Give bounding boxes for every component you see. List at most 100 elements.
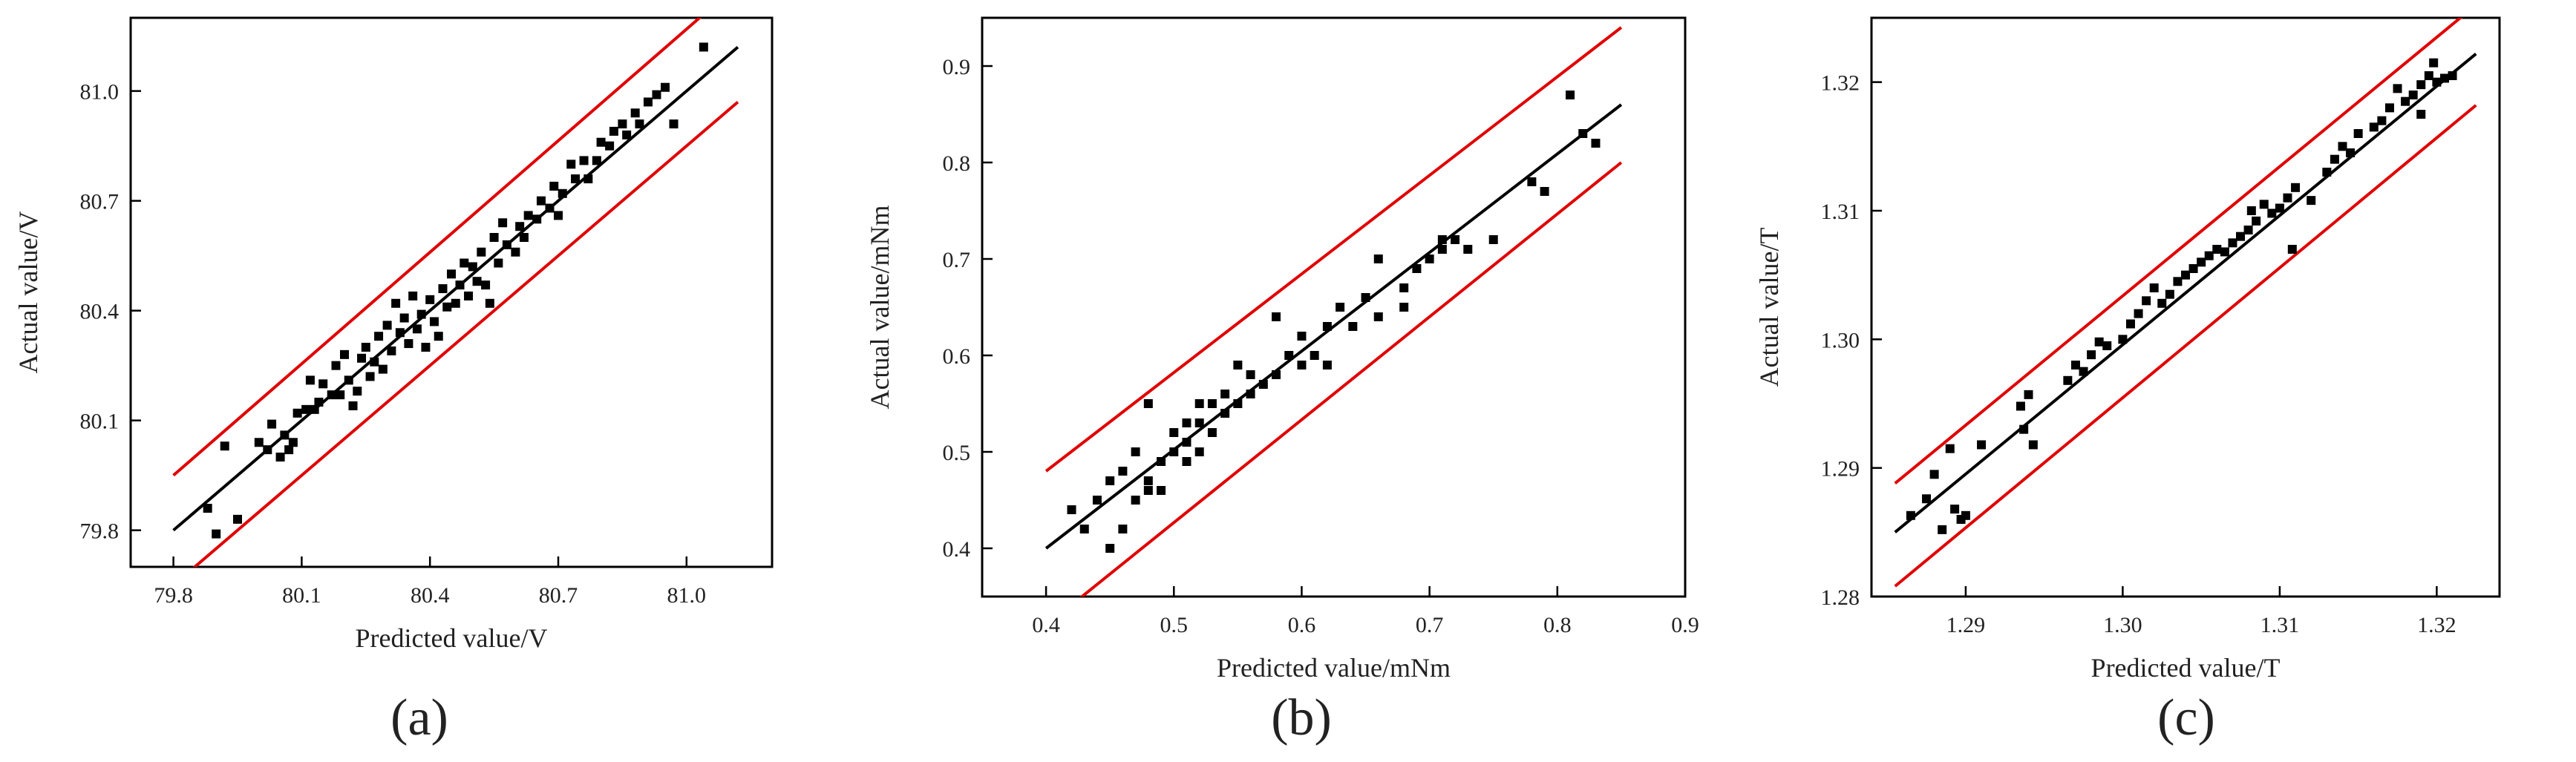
data-point	[549, 181, 559, 191]
data-point	[2134, 309, 2143, 318]
data-point	[212, 529, 221, 539]
data-point	[618, 119, 627, 129]
fit-line	[1894, 52, 2477, 533]
data-point	[630, 108, 640, 118]
data-point	[1169, 428, 1179, 437]
data-point	[622, 130, 632, 139]
data-point	[596, 137, 606, 147]
data-point	[1233, 361, 1243, 369]
x-tick-label: 0.6	[1288, 613, 1316, 637]
y-tick-label: 1.28	[1821, 585, 1860, 610]
y-axis-title: Actual value/mNm	[865, 206, 895, 410]
data-point	[489, 233, 499, 242]
data-point	[280, 430, 290, 440]
data-point	[699, 42, 708, 52]
data-point	[391, 298, 401, 308]
data-point	[1105, 476, 1115, 485]
data-point	[2228, 238, 2237, 248]
data-point	[1284, 351, 1294, 360]
y-tick-label: 1.32	[1821, 71, 1860, 96]
data-point	[263, 445, 272, 455]
data-point	[652, 90, 661, 99]
data-point	[1194, 447, 1204, 456]
data-point	[447, 269, 456, 279]
data-point	[2283, 193, 2292, 203]
data-point	[1322, 322, 1332, 331]
data-point	[310, 404, 319, 414]
y-tick-label: 0.5	[943, 441, 971, 465]
data-point	[331, 361, 341, 370]
data-point	[571, 174, 581, 184]
data-point	[1373, 312, 1383, 321]
data-point	[1412, 264, 1422, 273]
data-point	[1336, 303, 1345, 312]
upper-bound-line	[1045, 26, 1623, 473]
data-point	[2125, 319, 2135, 329]
data-point	[511, 247, 520, 257]
data-point	[1272, 370, 1281, 379]
data-point	[1246, 370, 1255, 379]
data-point	[1488, 235, 1498, 244]
data-point	[254, 438, 264, 447]
data-point	[2424, 71, 2433, 80]
data-point	[2243, 226, 2253, 234]
data-point	[1220, 390, 1230, 398]
data-point	[2173, 277, 2183, 286]
data-point	[292, 408, 302, 418]
upper-bound-line	[172, 18, 702, 477]
data-point	[494, 258, 503, 268]
data-point	[1297, 361, 1307, 369]
data-point	[425, 295, 435, 304]
data-point	[1143, 486, 1153, 495]
y-tick-label: 1.31	[1821, 200, 1860, 224]
data-point	[2307, 196, 2316, 206]
data-point	[472, 277, 482, 286]
data-point	[1527, 177, 1537, 186]
data-point	[429, 317, 439, 326]
x-axis-title: Predicted value/mNm	[1217, 653, 1451, 683]
data-point	[2429, 58, 2439, 68]
x-tick-label: 0.4	[1032, 613, 1060, 637]
data-point	[2353, 129, 2363, 138]
data-point	[2220, 247, 2229, 257]
data-point	[2028, 440, 2038, 450]
data-point	[2287, 245, 2297, 254]
y-tick-label: 80.7	[80, 190, 120, 214]
data-point	[2267, 208, 2277, 218]
data-point	[464, 291, 474, 300]
data-point	[554, 211, 563, 220]
data-point	[2118, 335, 2128, 344]
data-point	[2401, 96, 2410, 106]
data-point	[2252, 216, 2261, 226]
data-point	[1399, 303, 1409, 312]
scatter-points	[1067, 91, 1601, 553]
data-point	[434, 332, 443, 341]
data-point	[344, 375, 353, 385]
data-point	[536, 196, 546, 206]
data-point	[1157, 486, 1166, 495]
fit-line	[1045, 103, 1623, 550]
data-point	[1945, 444, 1955, 453]
data-point	[348, 401, 358, 410]
data-point	[2188, 264, 2198, 273]
data-point	[2393, 84, 2402, 93]
x-axis-title: Predicted value/T	[2091, 653, 2281, 683]
data-point	[374, 332, 384, 341]
y-tick-label: 0.4	[943, 537, 971, 562]
data-point	[412, 324, 422, 334]
data-point	[399, 313, 409, 323]
y-tick-label: 0.9	[943, 55, 971, 79]
data-point	[288, 438, 298, 447]
y-tick-label: 81.0	[80, 80, 120, 105]
panel-label: (b)	[1271, 689, 1332, 746]
data-point	[1437, 245, 1447, 254]
data-point	[1157, 457, 1166, 466]
data-point	[327, 390, 336, 400]
x-tick-label: 0.7	[1416, 613, 1444, 637]
data-point	[416, 309, 426, 319]
data-point	[519, 233, 529, 242]
chart-panel-a: 79.8 80.1 80.4 80.7 81.0 79.8 80.1 80.4 80.7 81.0…	[13, 16, 774, 746]
data-point	[1131, 447, 1140, 456]
data-point	[592, 156, 601, 165]
